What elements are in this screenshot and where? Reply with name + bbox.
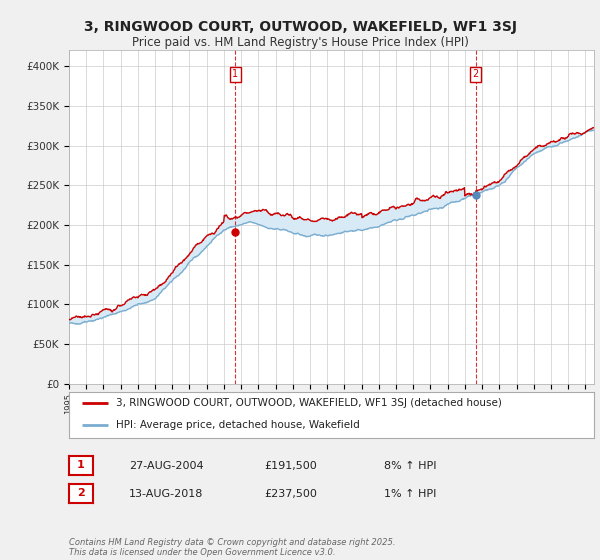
Text: HPI: Average price, detached house, Wakefield: HPI: Average price, detached house, Wake… — [116, 420, 360, 430]
Text: 13-AUG-2018: 13-AUG-2018 — [129, 489, 203, 499]
Text: 8% ↑ HPI: 8% ↑ HPI — [384, 461, 437, 471]
Text: Price paid vs. HM Land Registry's House Price Index (HPI): Price paid vs. HM Land Registry's House … — [131, 36, 469, 49]
Text: 1: 1 — [77, 460, 85, 470]
Text: £191,500: £191,500 — [264, 461, 317, 471]
Text: 1% ↑ HPI: 1% ↑ HPI — [384, 489, 436, 499]
Text: 2: 2 — [472, 69, 479, 79]
Text: 1: 1 — [232, 69, 238, 79]
Text: 3, RINGWOOD COURT, OUTWOOD, WAKEFIELD, WF1 3SJ (detached house): 3, RINGWOOD COURT, OUTWOOD, WAKEFIELD, W… — [116, 399, 502, 408]
Text: £237,500: £237,500 — [264, 489, 317, 499]
Text: Contains HM Land Registry data © Crown copyright and database right 2025.
This d: Contains HM Land Registry data © Crown c… — [69, 538, 395, 557]
Text: 3, RINGWOOD COURT, OUTWOOD, WAKEFIELD, WF1 3SJ: 3, RINGWOOD COURT, OUTWOOD, WAKEFIELD, W… — [83, 20, 517, 34]
Text: 2: 2 — [77, 488, 85, 498]
Text: 27-AUG-2004: 27-AUG-2004 — [129, 461, 203, 471]
